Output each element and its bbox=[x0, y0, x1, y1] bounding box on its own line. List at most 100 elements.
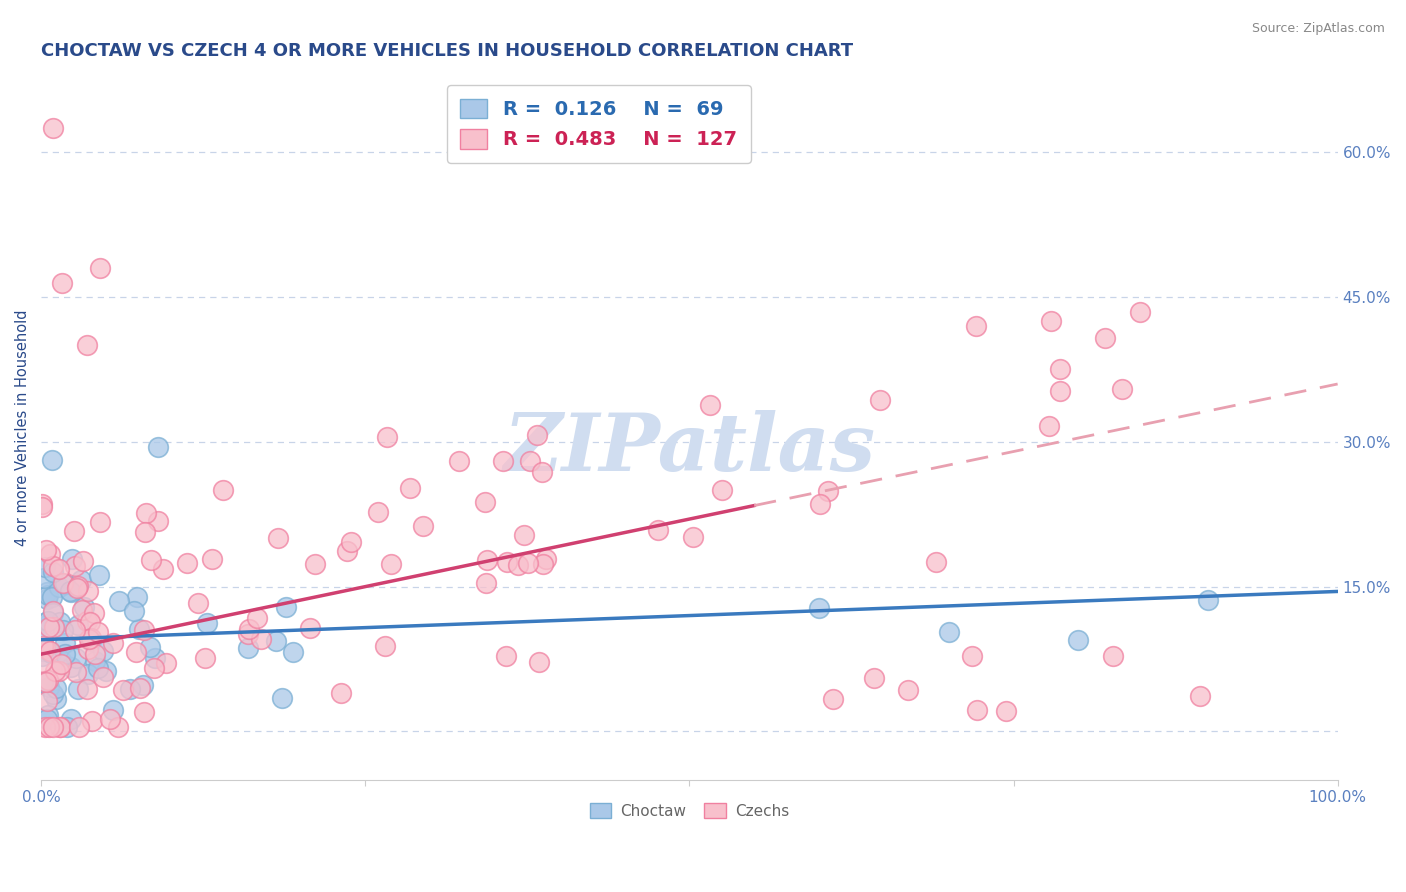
Point bbox=[44, 664, 66, 678]
Point bbox=[82, 714, 104, 729]
Point bbox=[699, 398, 721, 412]
Point bbox=[492, 454, 515, 468]
Point bbox=[125, 645, 148, 659]
Point bbox=[35, 585, 58, 599]
Point bbox=[42, 720, 65, 734]
Point bbox=[45, 681, 67, 695]
Point bbox=[236, 641, 259, 656]
Point bbox=[527, 655, 550, 669]
Point bbox=[647, 523, 669, 537]
Point bbox=[37, 673, 59, 688]
Point bbox=[38, 720, 60, 734]
Point bbox=[399, 481, 422, 495]
Point bbox=[38, 644, 60, 658]
Point bbox=[194, 651, 217, 665]
Text: Source: ZipAtlas.com: Source: ZipAtlas.com bbox=[1251, 22, 1385, 36]
Point bbox=[79, 615, 101, 630]
Point bbox=[42, 121, 65, 136]
Point bbox=[37, 614, 59, 628]
Point bbox=[447, 453, 470, 467]
Point bbox=[176, 556, 198, 570]
Point bbox=[965, 319, 987, 334]
Point bbox=[187, 596, 209, 610]
Point bbox=[91, 644, 114, 658]
Point bbox=[103, 636, 125, 650]
Point bbox=[495, 555, 517, 569]
Point bbox=[924, 555, 946, 569]
Point bbox=[51, 276, 73, 290]
Point bbox=[70, 573, 93, 587]
Point bbox=[120, 682, 142, 697]
Point bbox=[96, 664, 118, 678]
Point bbox=[76, 338, 98, 352]
Point bbox=[531, 557, 554, 571]
Point bbox=[238, 622, 260, 636]
Point bbox=[146, 440, 169, 454]
Point bbox=[49, 720, 72, 734]
Point bbox=[98, 712, 121, 726]
Point bbox=[135, 506, 157, 520]
Point bbox=[134, 705, 156, 719]
Point bbox=[37, 712, 59, 726]
Point bbox=[34, 571, 56, 585]
Point bbox=[37, 616, 59, 631]
Point bbox=[127, 590, 149, 604]
Point bbox=[89, 261, 111, 276]
Point bbox=[49, 720, 72, 734]
Point bbox=[32, 643, 55, 657]
Point bbox=[340, 534, 363, 549]
Point bbox=[808, 601, 831, 615]
Point bbox=[41, 604, 63, 618]
Point bbox=[39, 547, 62, 561]
Point bbox=[66, 682, 89, 697]
Point bbox=[1067, 632, 1090, 647]
Point bbox=[108, 594, 131, 608]
Point bbox=[513, 527, 536, 541]
Point bbox=[1197, 593, 1219, 607]
Point bbox=[249, 632, 271, 647]
Point bbox=[67, 617, 90, 632]
Point bbox=[39, 646, 62, 660]
Point bbox=[59, 583, 82, 598]
Point bbox=[34, 542, 56, 557]
Point bbox=[129, 681, 152, 696]
Point bbox=[1049, 361, 1071, 376]
Point bbox=[517, 556, 540, 570]
Point bbox=[336, 544, 359, 558]
Point bbox=[76, 614, 98, 628]
Point bbox=[283, 645, 305, 659]
Point bbox=[1101, 649, 1123, 664]
Point bbox=[66, 581, 89, 595]
Point bbox=[87, 661, 110, 675]
Point bbox=[31, 500, 53, 514]
Point bbox=[32, 639, 55, 653]
Point bbox=[134, 623, 156, 637]
Point bbox=[49, 653, 72, 667]
Point bbox=[536, 552, 558, 566]
Point bbox=[267, 531, 290, 545]
Point bbox=[60, 552, 83, 566]
Point bbox=[530, 465, 553, 479]
Point bbox=[148, 514, 170, 528]
Point bbox=[41, 590, 63, 604]
Text: ZIPatlas: ZIPatlas bbox=[503, 409, 876, 487]
Point bbox=[35, 694, 58, 708]
Point bbox=[1038, 418, 1060, 433]
Point bbox=[1049, 384, 1071, 399]
Point bbox=[83, 647, 105, 661]
Point bbox=[506, 558, 529, 572]
Point bbox=[34, 559, 56, 574]
Point bbox=[52, 576, 75, 591]
Point bbox=[132, 678, 155, 692]
Point bbox=[1129, 304, 1152, 318]
Point bbox=[966, 702, 988, 716]
Point bbox=[519, 454, 541, 468]
Point bbox=[42, 565, 65, 579]
Point bbox=[862, 671, 884, 685]
Point bbox=[65, 559, 87, 574]
Point bbox=[89, 516, 111, 530]
Point bbox=[1189, 689, 1212, 703]
Point bbox=[412, 518, 434, 533]
Point bbox=[55, 720, 77, 734]
Point bbox=[67, 720, 90, 734]
